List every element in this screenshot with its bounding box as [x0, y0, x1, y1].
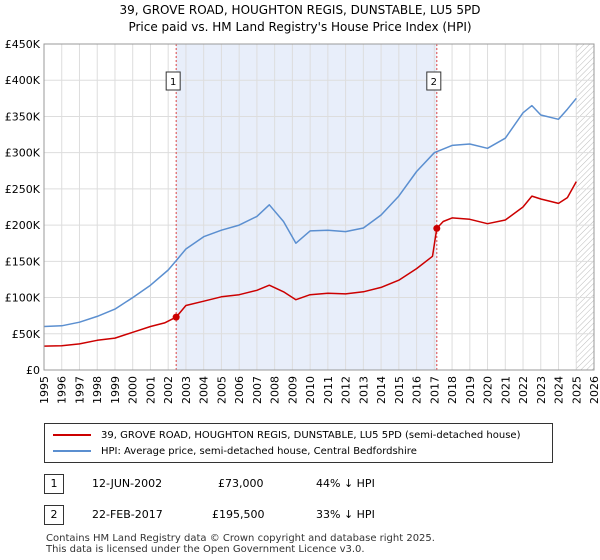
x-tick-label: 2022 — [517, 376, 530, 404]
y-tick-label: £50K — [12, 328, 41, 341]
x-tick-label: 1999 — [109, 376, 122, 404]
transaction-row-1: 1 12-JUN-2002 £73,000 44% ↓ HPI — [0, 474, 600, 494]
legend: 39, GROVE ROAD, HOUGHTON REGIS, DUNSTABL… — [44, 423, 553, 463]
x-tick-label: 1996 — [56, 376, 69, 404]
x-tick-label: 2004 — [198, 376, 211, 404]
legend-swatch-property — [53, 434, 91, 436]
x-tick-label: 2009 — [286, 376, 299, 404]
y-tick-label: £150K — [5, 255, 41, 268]
x-tick-label: 2010 — [304, 376, 317, 404]
sale-marker-box — [165, 71, 181, 91]
y-tick-label: £400K — [5, 74, 41, 87]
x-tick-label: 2021 — [499, 376, 512, 404]
transaction-marker-1: 1 — [44, 474, 64, 494]
x-tick-label: 2011 — [322, 376, 335, 404]
chart-subtitle: Price paid vs. HM Land Registry's House … — [128, 20, 472, 34]
x-tick-label: 2016 — [411, 376, 424, 404]
x-tick-label: 2012 — [340, 376, 353, 404]
x-tick-label: 2002 — [162, 376, 175, 404]
transaction-hpi: 44% ↓ HPI — [316, 477, 375, 490]
x-tick-label: 2018 — [446, 376, 459, 404]
x-tick-label: 1997 — [73, 376, 86, 404]
x-tick-label: 2025 — [570, 376, 583, 404]
x-tick-label: 2015 — [393, 376, 406, 404]
x-tick-label: 2014 — [375, 376, 388, 404]
x-tick-label: 2017 — [428, 376, 441, 404]
x-tick-label: 2008 — [269, 376, 282, 404]
transaction-marker-2: 2 — [44, 505, 64, 525]
x-tick-label: 2024 — [553, 376, 566, 404]
transaction-price: £73,000 — [218, 477, 264, 490]
y-tick-label: £250K — [5, 183, 41, 196]
sale-marker-label: 2 — [431, 77, 437, 88]
x-tick-label: 2026 — [588, 376, 600, 404]
chart-title: 39, GROVE ROAD, HOUGHTON REGIS, DUNSTABL… — [119, 3, 481, 17]
shaded-ownership-period — [176, 44, 437, 370]
transaction-date: 12-JUN-2002 — [92, 477, 163, 490]
y-tick-label: £200K — [5, 219, 41, 232]
transaction-date: 22-FEB-2017 — [92, 508, 163, 521]
footer-copyright: Contains HM Land Registry data © Crown c… — [46, 533, 435, 544]
footer-licence: This data is licensed under the Open Gov… — [46, 544, 365, 555]
sale-marker-label: 1 — [170, 77, 176, 88]
y-tick-label: £300K — [5, 147, 41, 160]
legend-label-property: 39, GROVE ROAD, HOUGHTON REGIS, DUNSTABL… — [101, 429, 521, 441]
x-tick-label: 2020 — [482, 376, 495, 404]
transaction-price: £195,500 — [212, 508, 265, 521]
legend-item-property: 39, GROVE ROAD, HOUGHTON REGIS, DUNSTABL… — [53, 428, 521, 442]
y-tick-label: £100K — [5, 292, 41, 305]
transaction-hpi: 33% ↓ HPI — [316, 508, 375, 521]
x-tick-label: 2001 — [144, 376, 157, 404]
series-line-property — [43, 181, 577, 347]
x-tick-label: 1998 — [91, 376, 104, 404]
x-tick-label: 2019 — [464, 376, 477, 404]
x-tick-label: 2007 — [251, 376, 264, 404]
y-tick-label: £450K — [5, 38, 41, 51]
x-tick-label: 2003 — [180, 376, 193, 404]
future-hatch — [576, 44, 594, 370]
x-tick-label: 2005 — [215, 376, 228, 404]
y-tick-label: £0 — [26, 364, 40, 377]
x-tick-label: 2006 — [233, 376, 246, 404]
x-tick-label: 2023 — [535, 376, 548, 404]
sale-point — [172, 313, 180, 321]
sale-marker-box — [426, 71, 442, 91]
x-tick-label: 2000 — [127, 376, 140, 404]
y-tick-label: £350K — [5, 110, 41, 123]
plot-frame — [43, 43, 595, 371]
legend-label-hpi: HPI: Average price, semi-detached house,… — [101, 445, 417, 457]
transaction-row-2: 2 22-FEB-2017 £195,500 33% ↓ HPI — [0, 505, 600, 525]
price-chart: 1 2 £0 £50K £100K £150K £200K £250K £300K £350K £… — [5, 38, 600, 404]
x-tick-label: 2013 — [357, 376, 370, 404]
legend-item-hpi: HPI: Average price, semi-detached house,… — [53, 444, 417, 458]
x-tick-label: 1995 — [38, 376, 51, 404]
series-line-hpi — [43, 97, 577, 328]
sale-point — [433, 224, 441, 232]
legend-swatch-hpi — [53, 450, 91, 452]
